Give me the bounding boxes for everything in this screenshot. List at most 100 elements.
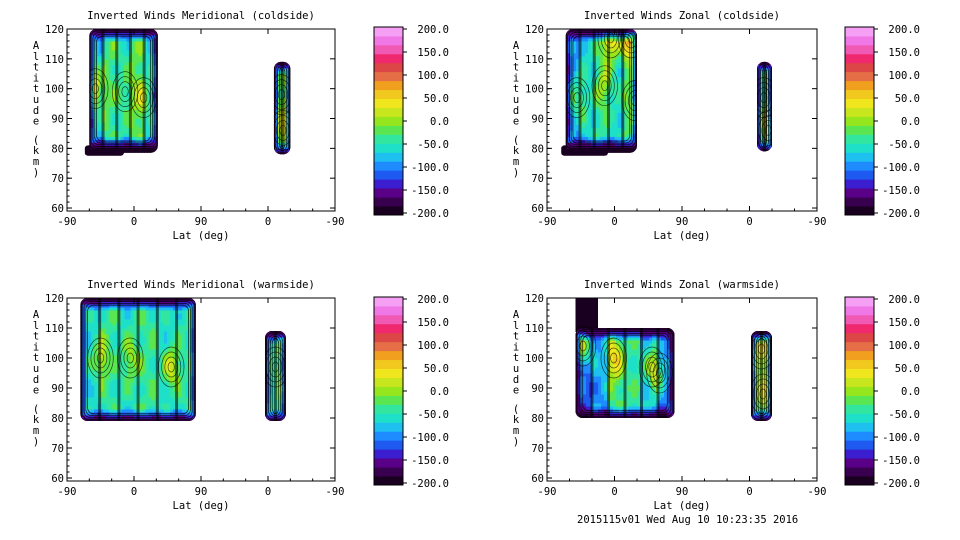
field-cell [106, 406, 110, 410]
field-cell [770, 91, 772, 96]
field-cell [590, 121, 595, 125]
field-cell [100, 301, 104, 305]
field-cell [105, 82, 110, 87]
field-cell [149, 427, 153, 431]
field-cell [112, 397, 116, 401]
field-cell [91, 406, 95, 410]
field-cell [173, 391, 177, 395]
field-cell [138, 70, 142, 75]
field-cell [130, 400, 135, 404]
field-cell [111, 91, 116, 96]
field-cell [111, 61, 116, 66]
field-cell [173, 352, 177, 356]
field-cell [770, 142, 772, 146]
field-cell [626, 88, 631, 93]
field-cell [142, 349, 147, 353]
field-cell [590, 130, 595, 134]
field-cell [169, 319, 174, 323]
field-cell [590, 118, 595, 122]
field-cell [135, 55, 139, 60]
field-cell [126, 133, 131, 137]
field-cell [185, 343, 189, 347]
field-cell [139, 331, 144, 335]
field-cell [88, 316, 92, 320]
field-cell [570, 58, 574, 63]
field-cell [567, 52, 571, 57]
field-cell [617, 31, 622, 36]
field-cell [269, 121, 273, 125]
field-cell [590, 31, 595, 36]
field-cell [112, 313, 116, 317]
field-cell [100, 337, 104, 341]
field-cell [635, 88, 639, 93]
field-cell [115, 361, 119, 365]
field-cell [76, 394, 80, 398]
field-cell [614, 136, 619, 140]
field-cell [142, 385, 147, 389]
field-cell [623, 82, 628, 87]
field-cell [635, 124, 639, 128]
field-cell [142, 325, 147, 329]
field-cell [166, 409, 171, 413]
field-cell [76, 391, 80, 395]
field-cell [132, 73, 136, 78]
field-cell [153, 127, 157, 131]
field-cell [93, 58, 98, 63]
field-cell [100, 319, 104, 323]
field-cell [191, 409, 195, 413]
field-cell [582, 88, 586, 93]
field-cell [109, 319, 113, 323]
field-cell [103, 403, 107, 407]
field-cell [133, 346, 138, 350]
field-cell [115, 355, 119, 359]
field-cell [632, 136, 637, 140]
field-cell [135, 121, 139, 125]
field-cell [160, 349, 165, 353]
field-cell [570, 73, 574, 78]
field-cell [145, 310, 150, 314]
field-cell [561, 124, 565, 128]
field-cell [124, 403, 129, 407]
field-cell [139, 364, 144, 368]
field-cell [757, 97, 761, 102]
field-cell [632, 133, 637, 137]
field-cell [112, 376, 116, 380]
field-cell [115, 346, 119, 350]
field-cell [91, 409, 95, 413]
field-cell [614, 73, 619, 78]
field-cell [626, 139, 631, 143]
field-cell [100, 367, 104, 371]
field-cell [157, 319, 162, 323]
field-cell [179, 397, 183, 401]
field-cell [115, 325, 119, 329]
field-cell [120, 142, 125, 146]
field-cell [121, 415, 125, 419]
field-cell [157, 337, 162, 341]
field-cell [76, 349, 80, 353]
field-cell [585, 109, 589, 114]
field-cell [155, 427, 159, 431]
field-cell [608, 115, 613, 120]
field-cell [632, 130, 637, 134]
field-cell [106, 397, 110, 401]
field-cell [185, 346, 189, 350]
field-cell [103, 316, 107, 320]
field-cell [164, 427, 168, 431]
field-cell [100, 313, 104, 317]
field-cell [80, 382, 83, 386]
field-cell [109, 382, 113, 386]
field-cell [112, 394, 116, 398]
field-cell [179, 319, 183, 323]
field-cell [147, 61, 151, 66]
field-cell [169, 397, 174, 401]
field-cell [139, 373, 144, 377]
field-cell [132, 124, 136, 128]
field-cell [76, 328, 80, 332]
field-cell [632, 40, 637, 45]
x-tick-label: 0 [131, 216, 137, 228]
field-cell [108, 85, 113, 90]
field-cell [148, 316, 153, 320]
field-cell [617, 145, 622, 149]
field-cell [596, 49, 601, 54]
field-cell [132, 40, 136, 45]
